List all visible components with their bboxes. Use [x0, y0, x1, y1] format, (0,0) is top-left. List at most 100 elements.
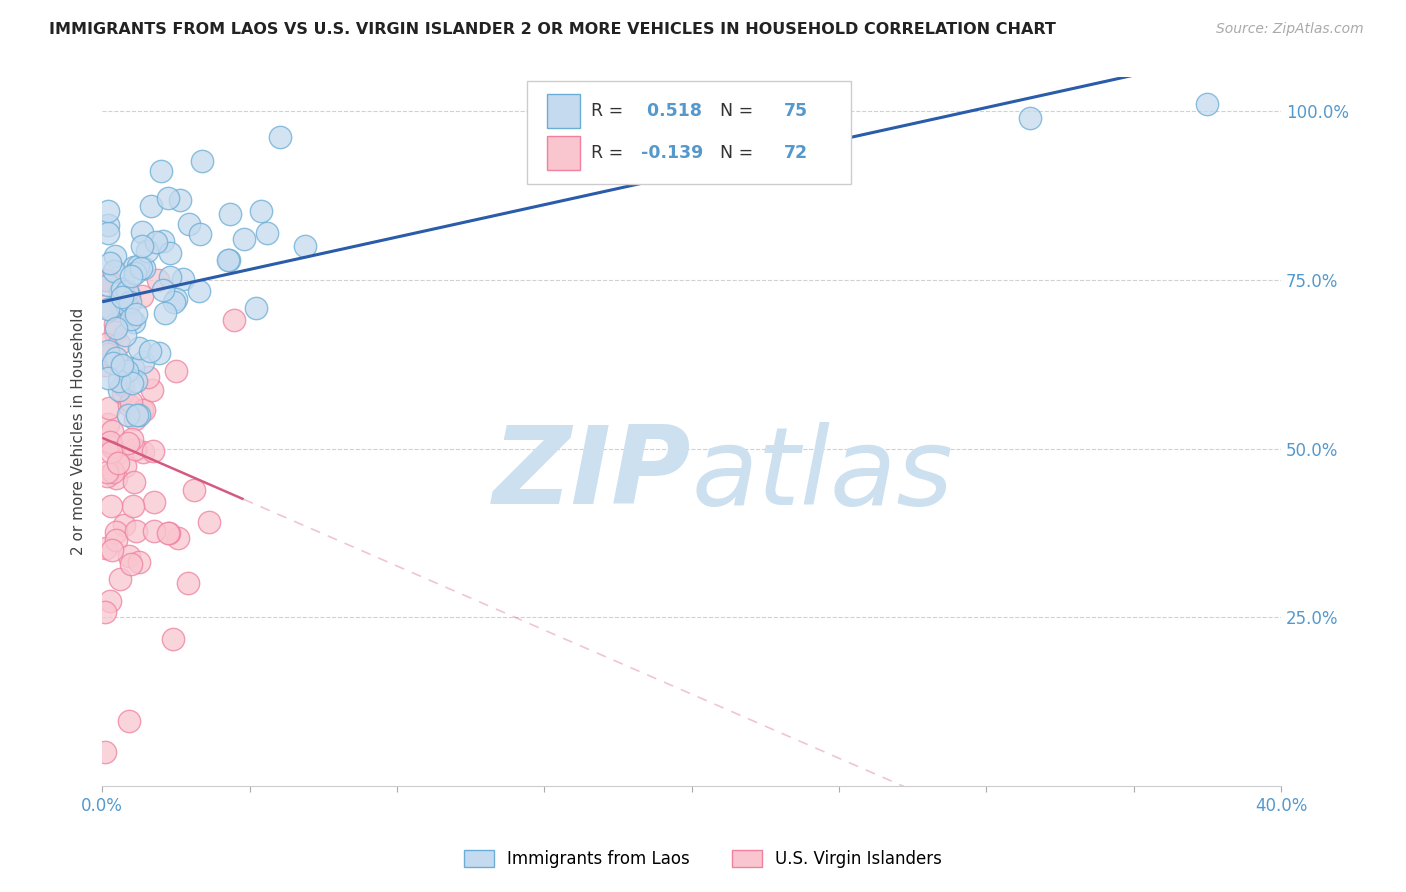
- Point: [124, 267, 146, 281]
- Point: [131, 288, 153, 302]
- Point: [118, 398, 141, 412]
- Point: [256, 226, 278, 240]
- Point: [103, 264, 125, 278]
- Point: [127, 259, 149, 273]
- Point: [97, 204, 120, 219]
- Point: [183, 483, 205, 497]
- Point: [105, 351, 128, 366]
- Point: [115, 297, 138, 311]
- Point: [111, 282, 134, 296]
- Point: [145, 235, 167, 249]
- Point: [143, 524, 166, 539]
- Point: [124, 374, 146, 388]
- Point: [114, 459, 136, 474]
- Point: [146, 273, 169, 287]
- Point: [156, 525, 179, 540]
- Point: [94, 358, 117, 372]
- Point: [218, 253, 240, 268]
- Point: [141, 444, 163, 458]
- Point: [131, 225, 153, 239]
- Point: [250, 204, 273, 219]
- Point: [166, 531, 188, 545]
- Point: [112, 377, 135, 392]
- Point: [110, 358, 132, 372]
- Point: [107, 456, 129, 470]
- Point: [101, 356, 124, 370]
- Point: [118, 714, 141, 728]
- Point: [108, 374, 131, 388]
- Point: [149, 163, 172, 178]
- Point: [111, 386, 134, 401]
- Point: [98, 273, 121, 287]
- Point: [177, 217, 200, 231]
- Text: N =: N =: [709, 103, 759, 120]
- Point: [101, 466, 124, 480]
- Text: 75: 75: [783, 103, 807, 120]
- Point: [104, 326, 127, 340]
- Point: [115, 364, 138, 378]
- Point: [165, 364, 187, 378]
- Text: ZIP: ZIP: [494, 421, 692, 527]
- Point: [110, 285, 132, 299]
- Point: [104, 471, 127, 485]
- Point: [143, 495, 166, 509]
- Point: [294, 239, 316, 253]
- Point: [125, 524, 148, 539]
- Point: [177, 576, 200, 591]
- Point: [94, 273, 117, 287]
- Point: [103, 438, 125, 452]
- Point: [218, 207, 240, 221]
- Point: [125, 408, 148, 422]
- Point: [131, 239, 153, 253]
- FancyBboxPatch shape: [547, 136, 579, 170]
- Point: [124, 412, 146, 426]
- Point: [118, 549, 141, 563]
- FancyBboxPatch shape: [547, 95, 579, 128]
- Point: [152, 234, 174, 248]
- Point: [120, 312, 142, 326]
- Point: [100, 445, 122, 459]
- Point: [101, 424, 124, 438]
- Point: [107, 383, 129, 397]
- Point: [120, 395, 142, 409]
- Point: [132, 445, 155, 459]
- Point: [96, 273, 118, 287]
- Point: [94, 273, 117, 287]
- Point: [96, 469, 118, 483]
- Point: [157, 526, 180, 541]
- Point: [94, 605, 117, 619]
- Point: [104, 318, 127, 332]
- Point: [97, 371, 120, 385]
- Point: [159, 269, 181, 284]
- FancyBboxPatch shape: [527, 81, 851, 184]
- Text: R =: R =: [592, 145, 628, 162]
- Text: -0.139: -0.139: [641, 145, 703, 162]
- Point: [1197, 97, 1219, 112]
- Text: 0.518: 0.518: [641, 103, 702, 120]
- Point: [128, 408, 150, 422]
- Point: [169, 193, 191, 207]
- Point: [96, 465, 118, 479]
- Point: [105, 533, 128, 547]
- Point: [122, 315, 145, 329]
- Text: IMMIGRANTS FROM LAOS VS U.S. VIRGIN ISLANDER 2 OR MORE VEHICLES IN HOUSEHOLD COR: IMMIGRANTS FROM LAOS VS U.S. VIRGIN ISLA…: [49, 22, 1056, 37]
- Point: [188, 227, 211, 242]
- Point: [134, 260, 156, 275]
- Point: [98, 256, 121, 270]
- Point: [121, 433, 143, 447]
- Point: [224, 313, 246, 327]
- Point: [97, 226, 120, 240]
- Point: [105, 320, 128, 334]
- Point: [162, 632, 184, 647]
- Point: [94, 337, 117, 351]
- Point: [136, 244, 159, 259]
- Point: [94, 745, 117, 759]
- Point: [163, 295, 186, 310]
- Point: [100, 499, 122, 513]
- Point: [139, 344, 162, 359]
- Point: [97, 347, 120, 361]
- Point: [117, 408, 139, 422]
- Point: [94, 299, 117, 313]
- Text: Source: ZipAtlas.com: Source: ZipAtlas.com: [1216, 22, 1364, 37]
- Text: R =: R =: [592, 103, 628, 120]
